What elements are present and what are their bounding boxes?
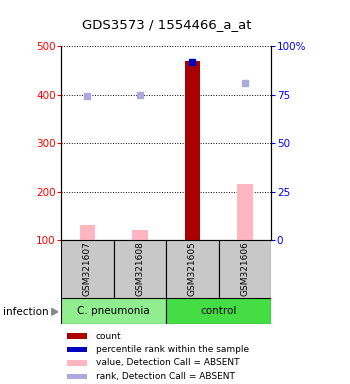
Bar [132,230,148,240]
Text: rank, Detection Call = ABSENT: rank, Detection Call = ABSENT [96,372,235,381]
Text: percentile rank within the sample: percentile rank within the sample [96,345,249,354]
Text: GDS3573 / 1554466_a_at: GDS3573 / 1554466_a_at [82,18,251,31]
Bar [61,298,166,324]
Polygon shape [52,308,58,315]
Bar [114,240,166,298]
Bar [219,240,271,298]
Text: count: count [96,332,121,341]
Bar [79,225,95,240]
Bar [166,298,271,324]
Bar [237,184,253,240]
Text: GSM321607: GSM321607 [83,242,92,296]
Text: GSM321605: GSM321605 [188,242,197,296]
Bar [61,240,114,298]
Bar [67,347,87,353]
Bar [67,333,87,339]
Bar [166,240,219,298]
Text: infection: infection [4,307,49,317]
Text: C. pneumonia: C. pneumonia [77,306,150,316]
Text: control: control [201,306,237,316]
Text: GSM321608: GSM321608 [135,242,145,296]
Bar [67,360,87,366]
Bar [67,374,87,379]
Text: GSM321606: GSM321606 [240,242,250,296]
Text: value, Detection Call = ABSENT: value, Detection Call = ABSENT [96,358,239,367]
Bar [184,61,200,240]
